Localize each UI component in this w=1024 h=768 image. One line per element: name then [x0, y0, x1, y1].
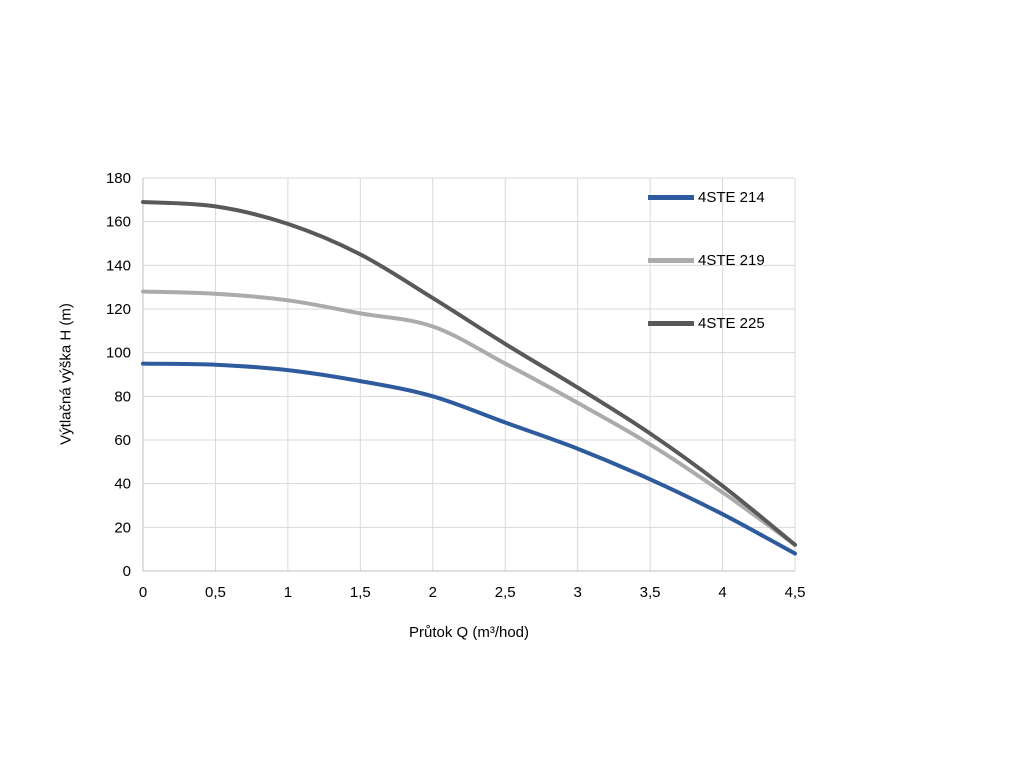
x-tick-label: 0	[139, 584, 147, 601]
x-tick-label: 1,5	[350, 584, 371, 601]
x-tick-label: 0,5	[205, 584, 226, 601]
series-line-4ste-214	[141, 361, 797, 556]
y-tick-label: 20	[114, 519, 131, 536]
x-tick-label: 4,5	[785, 584, 806, 601]
y-tick-label: 100	[106, 345, 131, 362]
y-tick-label: 180	[106, 170, 131, 187]
x-axis-title: Průtok Q (m³/hod)	[408, 624, 530, 641]
y-axis-title: Výtlačná výška H (m)	[57, 303, 75, 445]
series-line-4ste-225	[141, 200, 797, 547]
legend-label-4ste-219: 4STE 219	[698, 251, 765, 269]
y-tick-label: 80	[114, 388, 131, 405]
x-tick-label: 2,5	[495, 584, 516, 601]
legend-label-4ste-214: 4STE 214	[698, 188, 765, 206]
x-tick-label: 2	[429, 584, 437, 601]
x-tick-label: 4	[718, 584, 726, 601]
legend: 4STE 214 4STE 219 4STE 225	[648, 184, 765, 336]
series-line-4ste-219	[141, 289, 797, 547]
x-tick-label: 3	[573, 584, 581, 601]
legend-swatch-4ste-214	[648, 194, 694, 200]
y-tick-label: 0	[123, 563, 131, 580]
y-tick-label: 120	[106, 301, 131, 318]
y-tick-label: 140	[106, 257, 131, 274]
legend-swatch-4ste-225	[648, 320, 694, 326]
legend-item-4ste-219: 4STE 219	[648, 247, 765, 273]
legend-label-4ste-225: 4STE 225	[698, 314, 765, 332]
y-tick-label: 160	[106, 214, 131, 231]
legend-item-4ste-225: 4STE 225	[648, 310, 765, 336]
y-tick-label: 40	[114, 476, 131, 493]
x-tick-label: 3,5	[640, 584, 661, 601]
y-tick-label: 60	[114, 432, 131, 449]
legend-swatch-4ste-219	[648, 257, 694, 263]
legend-item-4ste-214: 4STE 214	[648, 184, 765, 210]
x-tick-label: 1	[284, 584, 292, 601]
